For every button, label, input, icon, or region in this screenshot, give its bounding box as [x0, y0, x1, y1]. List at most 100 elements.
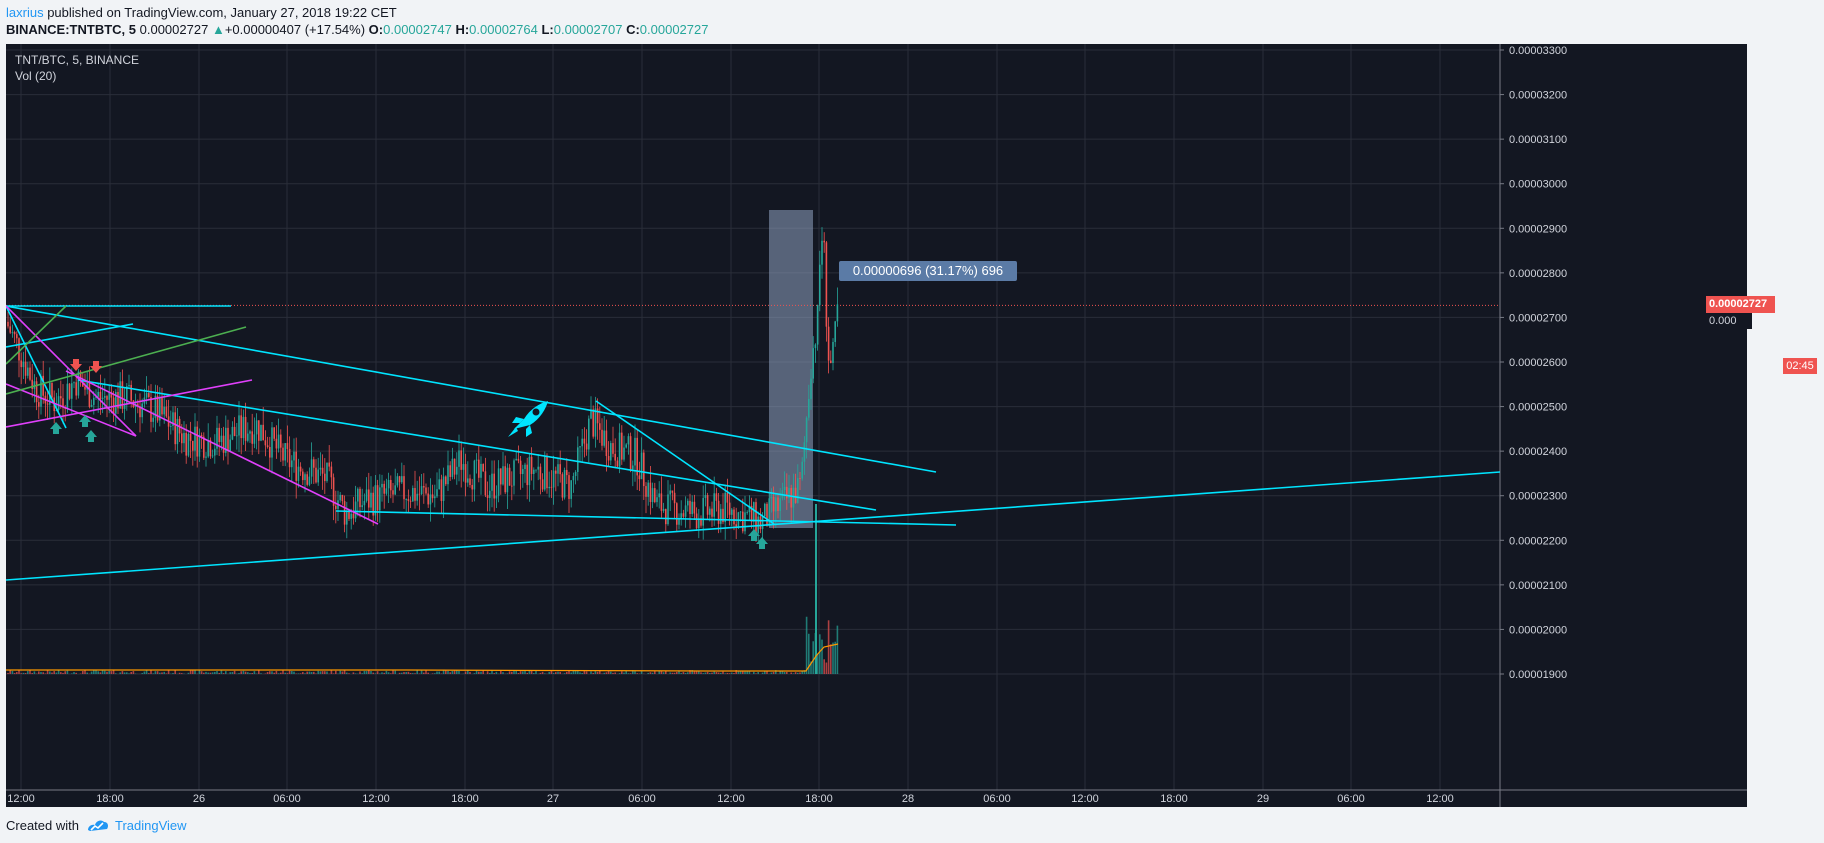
- volume-bar: [247, 672, 249, 674]
- volume-bar: [731, 672, 733, 674]
- candle-body: [269, 446, 271, 458]
- buy-arrow-icon: [756, 537, 768, 549]
- created-with-text: Created with: [6, 818, 79, 833]
- candle-body: [594, 408, 597, 437]
- volume-bar: [823, 659, 825, 674]
- candle-body: [244, 416, 247, 441]
- candle-body: [561, 474, 564, 498]
- candle-body: [733, 509, 735, 525]
- volume-bar: [660, 671, 663, 674]
- candle-body: [779, 498, 781, 511]
- candle-body: [812, 348, 814, 379]
- candle-body: [317, 469, 319, 483]
- author-link[interactable]: laxrius: [6, 5, 44, 20]
- volume-bar: [405, 672, 407, 674]
- candle-body: [473, 460, 476, 490]
- volume-bar: [273, 672, 275, 674]
- candle-body: [823, 240, 825, 243]
- volume-bar: [22, 672, 25, 674]
- candle-body: [357, 488, 359, 502]
- candle-body: [46, 403, 49, 405]
- high-label: H:: [455, 22, 470, 37]
- candle-body: [535, 469, 537, 471]
- volume-bar: [203, 672, 205, 674]
- volume-bar: [84, 670, 86, 674]
- candle-body: [346, 511, 348, 525]
- x-tick-label: 27: [547, 793, 559, 805]
- volume-bar: [799, 672, 801, 674]
- candle-body: [497, 468, 500, 496]
- measure-label: 0.00000696 (31.17%) 696: [839, 261, 1017, 281]
- chart-pane[interactable]: 0.00003300 0.00003200 0.00003100 0.00003000…: [6, 44, 1747, 807]
- volume-bar: [346, 672, 348, 674]
- volume-bar: [449, 672, 451, 674]
- volume-bar: [385, 670, 388, 674]
- volume-bar: [29, 670, 31, 674]
- candle-body: [363, 500, 366, 506]
- volume-bar: [585, 671, 588, 674]
- volume-bar: [579, 672, 581, 674]
- candle-body: [665, 509, 667, 525]
- candle-body: [819, 264, 821, 306]
- volume-bar: [253, 671, 256, 674]
- candle-body: [808, 398, 810, 418]
- volume-bar: [370, 670, 372, 674]
- candle-body: [440, 479, 443, 501]
- volume-bar: [293, 671, 295, 674]
- volume-bar: [687, 672, 689, 674]
- candle-body: [130, 384, 132, 401]
- candle-body: [592, 409, 594, 437]
- candle-body: [783, 486, 786, 491]
- y-tick-label: 0.00002100: [1509, 580, 1567, 592]
- volume-bar: [266, 672, 269, 674]
- candle-body: [616, 460, 619, 467]
- candle-body: [139, 406, 141, 418]
- legend-volume[interactable]: Vol (20): [15, 69, 57, 83]
- rocket-icon[interactable]: [506, 399, 552, 439]
- volume-bar: [834, 641, 836, 674]
- volume-bar: [172, 673, 174, 674]
- tradingview-logo-icon[interactable]: [86, 816, 110, 834]
- candle-body: [218, 427, 220, 443]
- volume-bar: [209, 672, 212, 674]
- candle-body: [684, 505, 687, 517]
- volume-bar: [27, 670, 29, 674]
- volume-bar: [805, 616, 808, 674]
- y-tick-label: 0.00003200: [1509, 90, 1567, 102]
- price-chart[interactable]: 0.00003300 0.00003200 0.00003100 0.00003000…: [6, 44, 1747, 807]
- volume-bar: [33, 671, 36, 674]
- candle-body: [519, 460, 522, 475]
- candle-body: [810, 378, 812, 399]
- candle-body: [335, 505, 337, 509]
- candle-body: [638, 475, 641, 480]
- volume-bar: [53, 671, 55, 674]
- volume-bar: [51, 672, 53, 674]
- candle-body: [583, 438, 586, 444]
- candle-body: [112, 397, 115, 414]
- candle-body: [506, 467, 509, 493]
- candle-body: [557, 464, 559, 474]
- candle-body: [319, 467, 322, 470]
- volume-bar: [288, 670, 291, 674]
- candle-body: [253, 434, 256, 444]
- candle-body: [801, 461, 803, 479]
- candle-body: [293, 451, 295, 461]
- y-tick-label: 0.00002900: [1509, 223, 1567, 235]
- candle-body: [702, 497, 704, 526]
- legend-symbol[interactable]: TNT/BTC, 5, BINANCE: [15, 53, 140, 67]
- green-line: [6, 326, 247, 395]
- candle-body: [660, 493, 663, 511]
- volume-bar: [275, 670, 278, 674]
- sell-arrow-icon: [70, 359, 82, 371]
- candle-body: [484, 471, 487, 496]
- tradingview-link[interactable]: TradingView: [115, 818, 187, 833]
- candle-body: [425, 487, 427, 494]
- candle-body: [264, 440, 267, 446]
- volume-bar: [524, 670, 526, 674]
- volume-bar: [40, 672, 42, 674]
- candle-body: [539, 466, 542, 480]
- candle-body: [304, 474, 306, 481]
- candle-body: [324, 473, 326, 482]
- footer: Created with TradingView: [0, 808, 1824, 843]
- volume-bar: [489, 672, 491, 674]
